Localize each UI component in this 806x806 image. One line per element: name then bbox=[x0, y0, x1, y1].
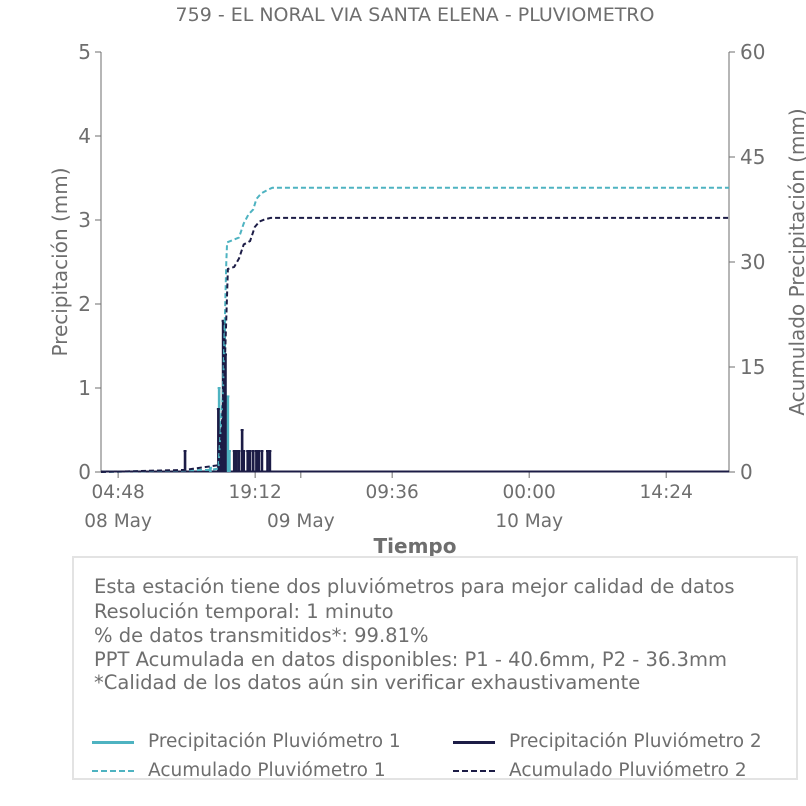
cumulative-line bbox=[100, 186, 729, 473]
chart: 759 - EL NORAL VIA SANTA ELENA - PLUVIOM… bbox=[48, 4, 806, 556]
y2-tick-label: 30 bbox=[740, 250, 765, 274]
x-date-label: 09 May bbox=[267, 511, 335, 532]
legend-label-acum1: Acumulado Pluviómetro 1 bbox=[148, 760, 386, 781]
info-line: PPT Acumulada en datos disponibles: P1 -… bbox=[94, 648, 727, 671]
x-date-label: 10 May bbox=[495, 511, 563, 532]
legend-swatch-p2 bbox=[453, 741, 495, 744]
legend-label-p2: Precipitación Pluviómetro 2 bbox=[509, 731, 762, 752]
y-tick-label: 5 bbox=[78, 40, 91, 64]
chart-title: 759 - EL NORAL VIA SANTA ELENA - PLUVIOM… bbox=[176, 4, 655, 26]
y2-tick-label: 15 bbox=[740, 355, 765, 379]
y-axis-label: Precipitación (mm) bbox=[48, 167, 72, 356]
y-tick-label: 3 bbox=[78, 208, 91, 232]
legend-swatch-acum2 bbox=[453, 770, 495, 772]
cumulative-line bbox=[100, 216, 729, 473]
info-line: Esta estación tiene dos pluviómetros par… bbox=[94, 575, 735, 598]
y-tick-label: 1 bbox=[78, 376, 91, 400]
info-line: Resolución temporal: 1 minuto bbox=[94, 600, 394, 623]
y-tick-label: 0 bbox=[78, 460, 91, 484]
x-tick-label: 00:00 bbox=[503, 482, 556, 503]
info-line: % de datos transmitidos*: 99.81% bbox=[94, 624, 429, 647]
y-tick-label: 4 bbox=[78, 124, 91, 148]
x-tick-label: 09:36 bbox=[365, 482, 418, 503]
info-box: Esta estación tiene dos pluviómetros par… bbox=[72, 556, 798, 781]
y2-axis-label: Acumulado Precipitación (mm) bbox=[785, 108, 806, 415]
x-tick-label: 19:12 bbox=[228, 482, 281, 503]
legend-swatch-p1 bbox=[92, 741, 134, 744]
y2-tick-label: 60 bbox=[740, 40, 765, 64]
legend-swatch-acum1 bbox=[92, 770, 134, 772]
info-line: *Calidad de los datos aún sin verificar … bbox=[94, 671, 641, 694]
legend-label-acum2: Acumulado Pluviómetro 2 bbox=[509, 760, 747, 781]
legend-label-p1: Precipitación Pluviómetro 1 bbox=[148, 731, 401, 752]
y2-tick-label: 45 bbox=[740, 145, 765, 169]
x-date-label: 08 May bbox=[84, 511, 152, 532]
x-tick-label: 04:48 bbox=[91, 482, 144, 503]
y2-tick-label: 0 bbox=[740, 460, 753, 484]
x-axis-label: Tiempo bbox=[374, 534, 457, 556]
x-tick-label: 14:24 bbox=[640, 482, 693, 503]
y-tick-label: 2 bbox=[78, 292, 91, 316]
